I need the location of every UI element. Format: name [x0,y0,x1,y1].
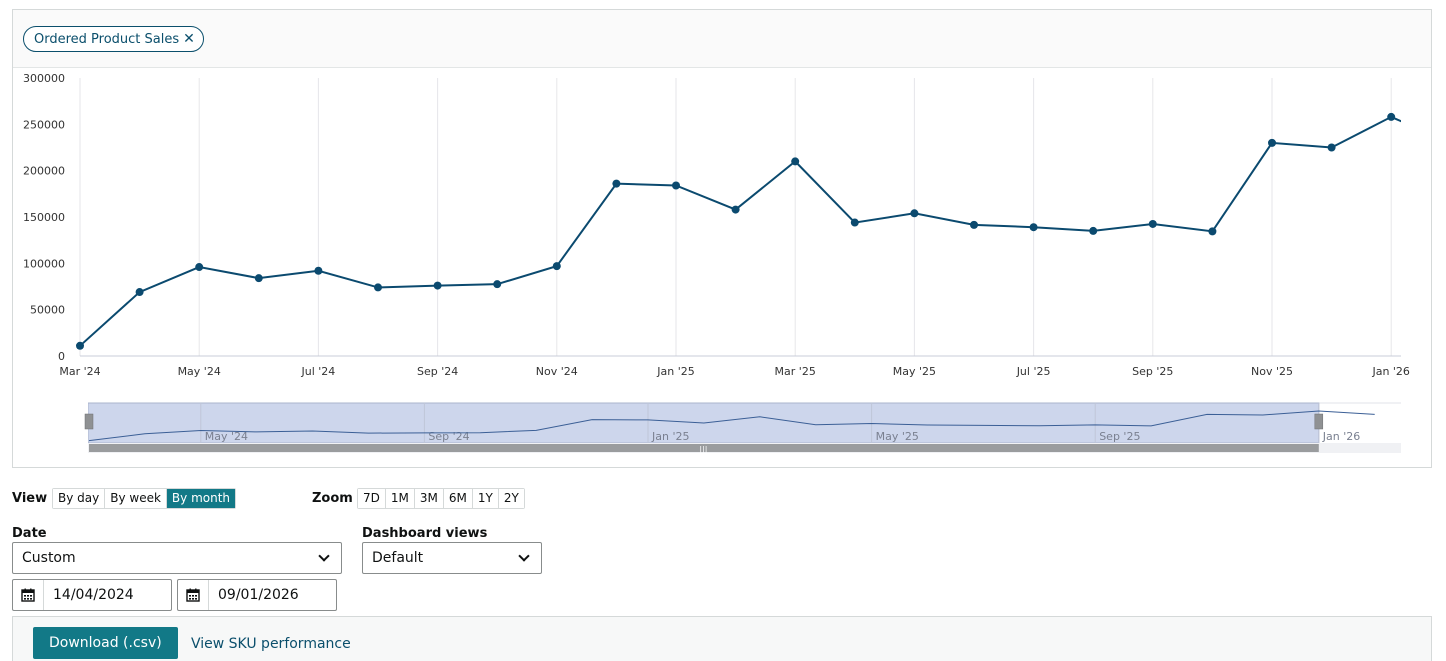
dashboard-views-value: Default [372,550,424,566]
data-point [1089,226,1098,235]
sales-chart-card: Ordered Product Sales ✕ [12,9,1432,468]
x-tick-label: May '24 [178,365,221,378]
data-point [433,281,442,290]
start-date-value: 14/04/2024 [53,587,134,603]
x-tick-label: Nov '25 [1251,365,1293,378]
x-tick-label: Nov '24 [536,365,578,378]
calendar-icon[interactable] [13,580,44,610]
data-point [1387,112,1396,121]
y-tick-label: 150000 [23,211,65,224]
chevron-down-icon [518,550,530,562]
data-point [612,179,621,188]
start-date-field[interactable]: 14/04/2024 [12,579,172,611]
action-bar: Download (.csv) View SKU performance [12,616,1432,661]
zoom-label: Zoom [312,491,353,506]
download-csv-button[interactable]: Download (.csv) [33,627,178,659]
view-by-week-button[interactable]: By week [105,489,167,508]
data-point [910,209,919,218]
zoom-toggle-group: 7D 1M 3M 6M 1Y 2Y [357,488,525,509]
data-point [195,263,204,272]
data-point [314,266,323,275]
view-by-month-button[interactable]: By month [166,489,236,508]
zoom-3m-button[interactable]: 3M [414,489,444,508]
date-label: Date [12,526,47,541]
data-point [1148,219,1157,228]
chart-controls: View By day By week By month Zoom 7D 1M 3M 6M… [12,488,1432,512]
x-tick-label: Jul '25 [1016,365,1051,378]
navigator-tick-label: Jan '26 [1322,430,1360,443]
zoom-7d-button[interactable]: 7D [358,489,386,508]
navigator-left-handle[interactable] [84,413,94,430]
data-point [1268,138,1276,147]
y-tick-label: 0 [58,350,65,363]
navigator-right-handle[interactable] [1314,413,1324,430]
x-tick-label: Sep '24 [417,365,458,378]
chevron-down-icon [318,550,330,562]
end-date-value: 09/01/2026 [218,587,299,603]
view-toggle-group: By day By week By month [52,488,237,509]
data-point [552,262,561,271]
y-tick-label: 50000 [30,304,65,317]
data-point [850,218,859,227]
navigator-scrollbar-thumb [89,444,1319,452]
x-tick-label: May '25 [893,365,936,378]
chart-metric-header: Ordered Product Sales ✕ [13,10,1431,68]
view-by-day-button[interactable]: By day [53,489,106,508]
data-point [1029,223,1038,232]
data-point [1208,227,1217,236]
navigator-tick-label: May '25 [876,430,919,443]
calendar-icon[interactable] [178,580,209,610]
data-point [1327,143,1336,152]
data-point [374,283,382,292]
x-tick-label: Mar '25 [775,365,816,378]
data-point [254,274,263,283]
metric-chip-label: Ordered Product Sales [34,31,180,47]
x-tick-label: Jan '25 [656,365,694,378]
series-line [79,115,1401,347]
data-point [791,157,800,166]
series-group [76,112,1401,350]
scrollbar-grip-icon: ||| [699,445,707,454]
x-tick-label: Jan '26 [1371,365,1409,378]
navigator-tick-label: Sep '24 [428,430,469,443]
view-sku-performance-link[interactable]: View SKU performance [191,636,351,652]
x-tick-label: Jul '24 [301,365,336,378]
y-tick-label: 300000 [23,72,65,85]
dashboard-views-select[interactable]: Default [362,542,542,574]
x-tick-label: Sep '25 [1132,365,1173,378]
zoom-1m-button[interactable]: 1M [385,489,415,508]
zoom-1y-button[interactable]: 1Y [472,489,499,508]
data-point [970,220,978,229]
navigator-series-line [88,410,1375,442]
dashboard-views-label: Dashboard views [362,526,488,541]
data-point [135,288,144,297]
navigator-tick-label: Sep '25 [1099,430,1140,443]
y-tick-label: 100000 [23,257,65,270]
data-point [731,205,740,214]
navigator-group: May '24 Sep '24 Jan '25 May '25 Sep '25 Jan '… [88,402,1401,454]
x-tick-label: Mar '24 [59,365,100,378]
data-point [493,280,502,289]
data-point [672,181,680,190]
zoom-6m-button[interactable]: 6M [443,489,473,508]
y-tick-label: 200000 [23,165,65,178]
date-range-value: Custom [22,550,76,566]
y-tick-label: 250000 [23,118,65,131]
close-icon[interactable]: ✕ [183,31,195,47]
metric-chip-ordered-product-sales[interactable]: Ordered Product Sales ✕ [23,26,204,52]
navigator-tick-label: Jan '25 [651,430,689,443]
navigator-tick-label: May '24 [205,430,248,443]
date-range-select[interactable]: Custom [12,542,342,574]
zoom-2y-button[interactable]: 2Y [498,489,524,508]
data-point [76,341,84,350]
end-date-field[interactable]: 09/01/2026 [177,579,337,611]
view-label: View [12,491,48,506]
sales-line-chart: Mar '24 May '24 Jul '24 Sep '24 Nov '24 Jan '… [23,72,1410,454]
